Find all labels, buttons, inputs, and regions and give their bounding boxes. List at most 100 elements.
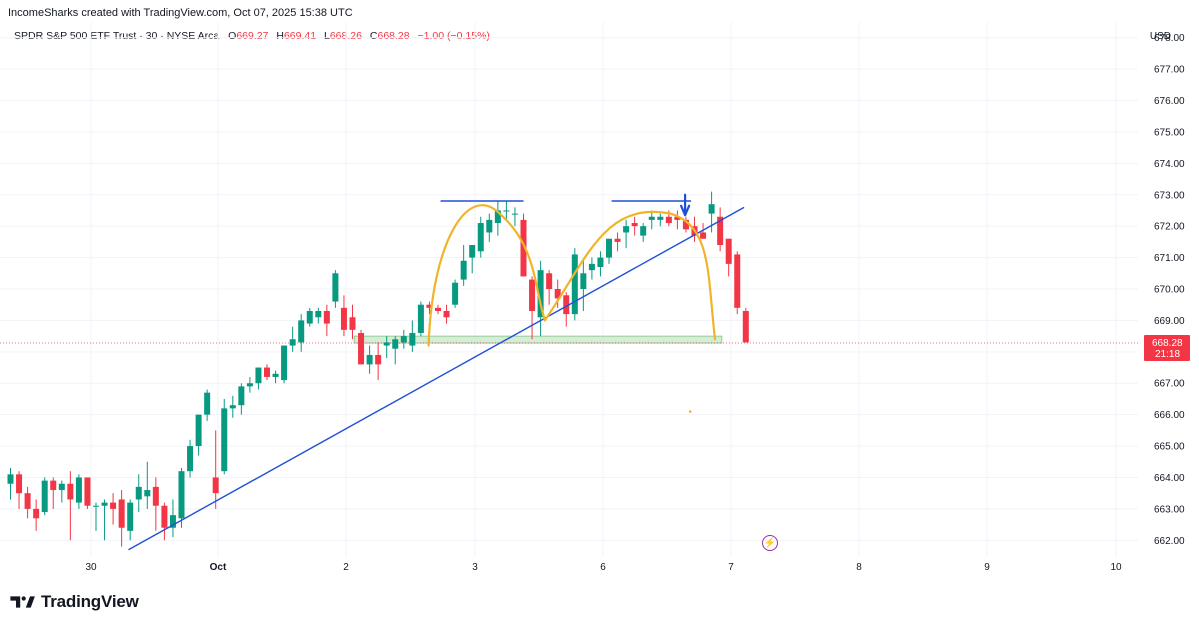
candle-up [298,314,305,352]
candle-down [110,493,117,525]
candle-body [734,254,741,308]
candle-down [435,304,441,315]
price-tick-label: 675.00 [1154,127,1185,138]
candle-body [16,474,23,494]
candle-up [597,251,604,277]
candle-body [144,490,151,497]
candle-down [426,301,433,315]
candle-body [597,257,604,268]
support-zone [353,335,723,344]
candle-body [340,307,347,330]
candle-down [212,430,219,509]
candle-up [409,320,416,352]
candle-body [520,219,527,277]
candle-body [443,310,450,318]
close-key: C [369,30,378,42]
price-tick-label: 662.00 [1154,536,1185,547]
candle-up [511,207,518,227]
time-axis[interactable]: 30 Oct 2 3 6 7 8 9 10 [85,562,1122,573]
candle-up [204,389,211,421]
candle-body [682,219,689,230]
candle-down [742,307,749,343]
candle-up [41,477,48,516]
candle-down [717,207,724,252]
candle-up [477,216,484,258]
candle-body [648,216,655,220]
candle-up [101,499,108,541]
candle-body [554,289,561,299]
candle-up [400,329,407,349]
price-tick-label: 676.00 [1154,96,1185,107]
candle-body [349,317,356,330]
candle-body [725,238,732,264]
candle-up [93,502,99,531]
time-tick-label: 3 [472,562,478,573]
candle-up [657,213,664,227]
candle-body [161,505,168,528]
candle-body [742,310,749,343]
candle-up [503,201,510,220]
candle-body [84,477,91,506]
candle-body [315,310,322,318]
candle-down [614,232,621,252]
candle-down [16,471,23,509]
down-arrow-icon [679,193,691,217]
tradingview-logo-icon [10,596,35,608]
candle-body [101,502,108,506]
lightning-icon[interactable]: ⚡ [762,535,778,551]
candle-body [674,216,681,220]
tradingview-logo-text: TradingView [41,592,139,611]
candle-body [135,486,142,500]
candle-body [75,477,82,503]
candle-up [246,376,253,393]
time-tick-label: 6 [600,562,606,573]
candle-up [315,307,322,324]
symbol-legend[interactable]: SPDR S&P 500 ETF Trust · 30 · NYSE Arca … [14,30,495,42]
price-axis[interactable]: 662.00 663.00 664.00 665.00 666.00 667.00 668.… [1144,33,1190,547]
candle-body [187,446,194,472]
tradingview-logo[interactable]: TradingView [10,592,139,612]
candle-up [289,326,296,352]
candle-body [375,354,382,365]
candle-body [503,210,510,212]
candle-up [229,395,236,418]
candle-body [178,471,185,519]
candle-down [734,251,741,315]
trendline [128,206,745,551]
candle-body [298,320,305,343]
candle-up [623,219,630,249]
candle-body [400,336,407,343]
time-tick-label: 10 [1110,562,1122,573]
candle-up [255,367,262,390]
candle-up [306,307,313,327]
candle-body [195,414,202,447]
candle-down [118,490,125,547]
candle-body [306,310,313,324]
currency-label[interactable]: USD [1149,31,1171,42]
candle-up [588,257,595,280]
candle-body [477,223,484,252]
open-value: 669.27 [236,30,269,42]
candle-down [375,342,382,381]
candle-body [118,499,125,528]
candle-up [648,210,655,230]
candle-down [33,499,40,531]
candle-down [443,304,450,324]
bar-countdown: 21:18 [1155,349,1180,360]
candle-body [665,216,672,224]
candle-down [323,304,330,337]
candle-body [631,223,638,227]
candle-up [135,474,142,513]
candle-up [7,468,14,500]
candle-body [452,282,459,305]
candle-body [323,310,330,324]
candle-down [554,279,561,308]
candle-body [264,367,270,377]
candle-down [631,216,638,236]
candle-body [614,238,621,242]
chart-grid [0,22,1138,556]
candle-body [435,307,441,311]
high-value: 669.41 [283,30,317,42]
candle-body [255,367,262,384]
